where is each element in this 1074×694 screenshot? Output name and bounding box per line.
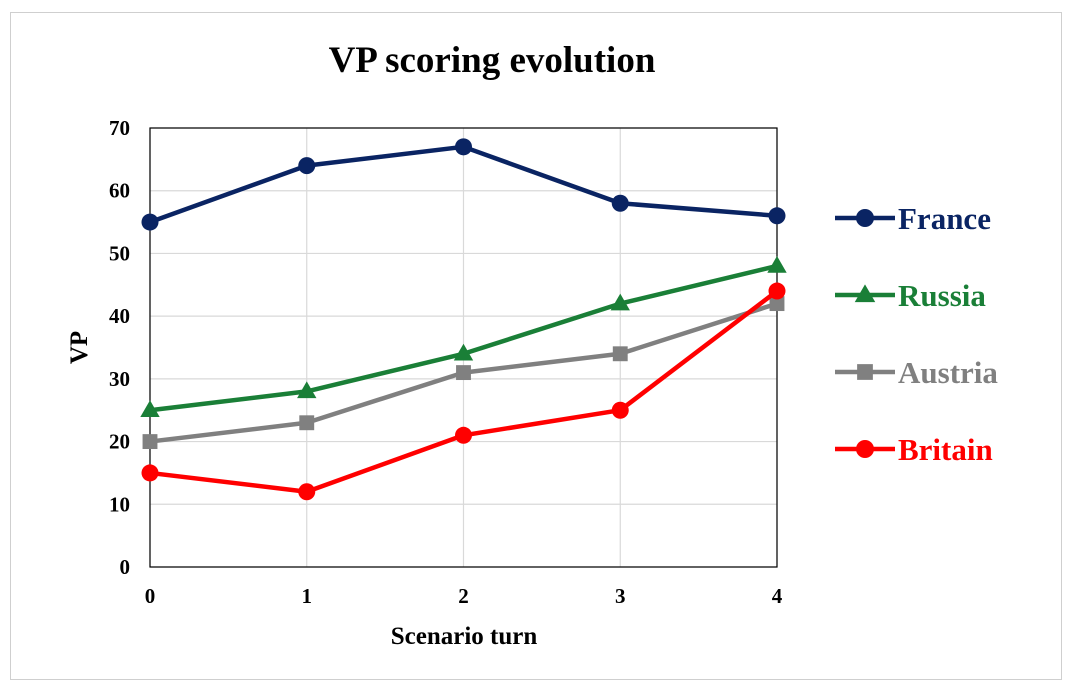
- series-britain: [141, 282, 786, 501]
- data-point-france: [298, 157, 316, 175]
- series-russia: [140, 255, 787, 417]
- legend-marker-russia: [854, 284, 876, 303]
- y-tick-label: 40: [109, 304, 130, 328]
- series-group: [140, 138, 787, 501]
- data-point-britain: [141, 464, 159, 482]
- data-point-britain: [768, 282, 786, 300]
- legend-marker-france: [856, 209, 874, 227]
- legend-marker-austria: [857, 364, 873, 380]
- y-tick-label: 10: [109, 492, 130, 516]
- chart-frame: [10, 12, 1062, 680]
- y-tick-label: 20: [109, 430, 130, 454]
- data-point-britain: [298, 483, 316, 501]
- x-tick-label: 1: [302, 584, 313, 608]
- legend-label-russia: Russia: [898, 278, 986, 313]
- data-point-russia: [610, 293, 630, 311]
- data-point-russia: [453, 343, 474, 361]
- data-point-france: [611, 194, 629, 212]
- data-point-austria: [769, 296, 785, 312]
- legend-marker-britain: [856, 440, 874, 458]
- legend: France Russia Austria Britain: [835, 201, 998, 467]
- x-tick-label: 4: [772, 584, 783, 608]
- y-tick-label: 50: [109, 241, 130, 265]
- x-tick-labels: 0 1 2 3 4: [145, 584, 783, 608]
- legend-item-austria: Austria: [835, 355, 998, 390]
- data-point-russia: [140, 400, 160, 417]
- y-tick-label: 70: [109, 116, 130, 140]
- y-tick-label: 30: [109, 367, 130, 391]
- data-point-britain: [455, 426, 472, 444]
- plot-area: [149, 127, 778, 568]
- x-tick-label: 3: [615, 584, 626, 608]
- y-tick-label: 0: [120, 555, 131, 579]
- data-point-austria: [612, 346, 628, 362]
- data-point-russia: [297, 381, 317, 399]
- data-point-france: [455, 138, 472, 156]
- x-tick-label: 0: [145, 584, 156, 608]
- y-axis-label: VP: [66, 331, 93, 364]
- data-point-russia: [767, 255, 787, 273]
- data-point-france: [768, 207, 786, 225]
- legend-label-austria: Austria: [898, 355, 998, 390]
- data-point-austria: [456, 365, 471, 381]
- y-tick-label: 60: [109, 179, 130, 203]
- chart-title: VP scoring evolution: [329, 40, 656, 81]
- series-austria: [142, 296, 785, 450]
- legend-item-france: France: [835, 201, 991, 236]
- legend-item-russia: Russia: [835, 278, 986, 313]
- data-point-britain: [611, 401, 629, 419]
- x-tick-label: 2: [458, 584, 469, 608]
- legend-label-britain: Britain: [898, 432, 993, 467]
- data-point-austria: [142, 434, 158, 450]
- data-point-austria: [299, 415, 315, 431]
- legend-label-france: France: [898, 201, 991, 236]
- y-tick-labels: 0 10 20 30 40 50 60 70: [109, 116, 130, 579]
- series-france: [141, 138, 786, 231]
- data-point-france: [141, 213, 159, 231]
- x-axis-label: Scenario turn: [391, 623, 538, 650]
- legend-item-britain: Britain: [835, 432, 993, 467]
